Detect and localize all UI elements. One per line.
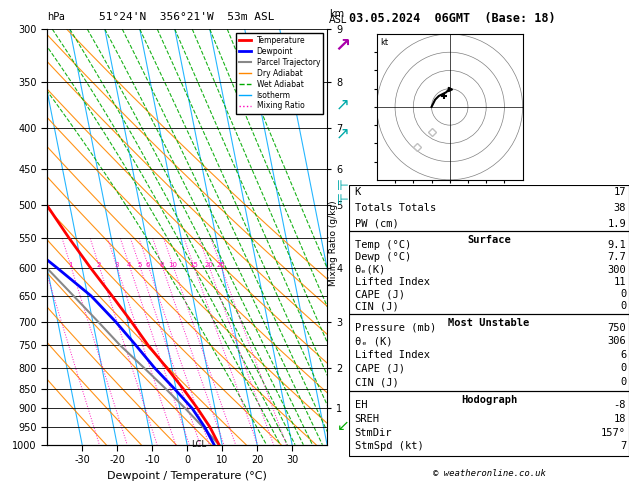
Text: kt: kt: [381, 38, 389, 47]
Text: Mixing Ratio (g/kg): Mixing Ratio (g/kg): [329, 200, 338, 286]
Text: CAPE (J): CAPE (J): [355, 289, 404, 299]
Text: 25: 25: [216, 262, 225, 268]
Text: 15: 15: [189, 262, 198, 268]
Text: ↗: ↗: [336, 124, 350, 142]
Text: ↗: ↗: [336, 95, 350, 113]
Text: θₑ (K): θₑ (K): [355, 336, 392, 347]
Text: 20: 20: [204, 262, 213, 268]
Text: 750: 750: [608, 323, 626, 333]
Text: -8: -8: [614, 399, 626, 410]
Text: Lifted Index: Lifted Index: [355, 277, 430, 287]
Text: 2: 2: [97, 262, 101, 268]
Text: LCL: LCL: [191, 440, 206, 449]
Text: 38: 38: [614, 203, 626, 213]
Text: 157°: 157°: [601, 428, 626, 437]
Text: 0: 0: [620, 377, 626, 387]
Text: 6: 6: [146, 262, 150, 268]
Text: 1.9: 1.9: [608, 219, 626, 228]
Legend: Temperature, Dewpoint, Parcel Trajectory, Dry Adiabat, Wet Adiabat, Isotherm, Mi: Temperature, Dewpoint, Parcel Trajectory…: [236, 33, 323, 114]
Text: CAPE (J): CAPE (J): [355, 364, 404, 373]
Text: 51°24'N  356°21'W  53m ASL: 51°24'N 356°21'W 53m ASL: [99, 12, 275, 22]
Text: 3: 3: [114, 262, 119, 268]
Text: CIN (J): CIN (J): [355, 377, 398, 387]
X-axis label: Dewpoint / Temperature (°C): Dewpoint / Temperature (°C): [107, 470, 267, 481]
Text: ⊩: ⊩: [337, 178, 349, 192]
Text: Totals Totals: Totals Totals: [355, 203, 436, 213]
Text: 5: 5: [137, 262, 142, 268]
Text: 7.7: 7.7: [608, 252, 626, 262]
Text: 7: 7: [620, 441, 626, 451]
Bar: [349, 391, 629, 456]
Text: 0: 0: [620, 301, 626, 312]
Text: 8: 8: [160, 262, 164, 268]
Text: Hodograph: Hodograph: [461, 395, 517, 405]
Text: Lifted Index: Lifted Index: [355, 350, 430, 360]
Text: K: K: [355, 188, 361, 197]
Text: 03.05.2024  06GMT  (Base: 18): 03.05.2024 06GMT (Base: 18): [349, 12, 555, 25]
Text: StmSpd (kt): StmSpd (kt): [355, 441, 423, 451]
Text: ASL: ASL: [329, 16, 347, 25]
Text: © weatheronline.co.uk: © weatheronline.co.uk: [433, 469, 545, 478]
Text: Dewp (°C): Dewp (°C): [355, 252, 411, 262]
Text: ↗: ↗: [335, 36, 351, 55]
Text: Temp (°C): Temp (°C): [355, 240, 411, 250]
Bar: [349, 314, 629, 391]
Text: km: km: [329, 9, 344, 19]
Text: SREH: SREH: [355, 414, 380, 424]
Text: CIN (J): CIN (J): [355, 301, 398, 312]
Bar: [349, 185, 629, 231]
Text: 6: 6: [620, 350, 626, 360]
Text: 300: 300: [608, 264, 626, 275]
Text: PW (cm): PW (cm): [355, 219, 398, 228]
Text: Surface: Surface: [467, 235, 511, 245]
Text: Pressure (mb): Pressure (mb): [355, 323, 436, 333]
Text: hPa: hPa: [47, 12, 65, 22]
Text: 18: 18: [614, 414, 626, 424]
Text: 9.1: 9.1: [608, 240, 626, 250]
Text: 0: 0: [620, 364, 626, 373]
Text: 306: 306: [608, 336, 626, 347]
Text: ↙: ↙: [337, 418, 349, 433]
Text: Most Unstable: Most Unstable: [448, 318, 530, 328]
Text: EH: EH: [355, 399, 367, 410]
Text: 0: 0: [620, 289, 626, 299]
Text: 4: 4: [127, 262, 131, 268]
Text: θₑ(K): θₑ(K): [355, 264, 386, 275]
Text: 1: 1: [69, 262, 73, 268]
Text: 17: 17: [614, 188, 626, 197]
Bar: [349, 231, 629, 314]
Text: 10: 10: [169, 262, 177, 268]
Text: StmDir: StmDir: [355, 428, 392, 437]
Text: 11: 11: [614, 277, 626, 287]
Text: ⊩: ⊩: [337, 193, 349, 207]
